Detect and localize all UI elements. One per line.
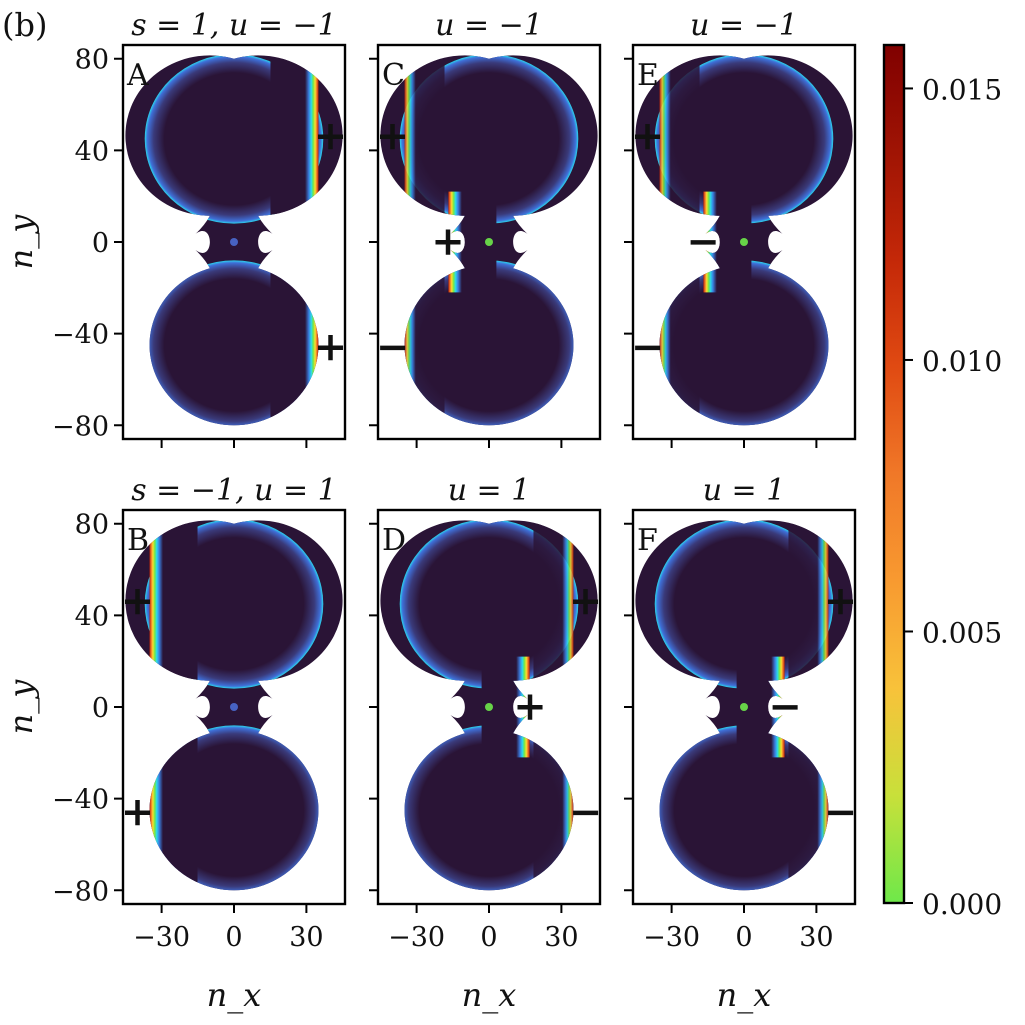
panel-letter: D (382, 523, 406, 558)
plus-marker: + (631, 113, 665, 160)
panel-letter: C (382, 58, 405, 93)
plus-marker: + (121, 788, 155, 835)
y-tick-label: 80 (75, 45, 109, 76)
panel-title: u = −1 (435, 8, 543, 43)
y-tick-label: 0 (92, 693, 109, 724)
y-tick-label: −80 (52, 876, 109, 907)
panel-title: u = 1 (703, 473, 786, 508)
figure-label: (b) (2, 6, 47, 44)
heatmap-shape (125, 520, 343, 891)
panel-title: u = −1 (690, 8, 798, 43)
y-tick-label: 0 (92, 228, 109, 259)
y-tick-label: −80 (52, 411, 109, 442)
panel-F: −30 0 30 Fu = 1 + − − n_x (624, 473, 857, 1014)
y-tick-label: 40 (75, 136, 109, 167)
x-tick-label: 30 (544, 922, 578, 953)
x-tick-label: 0 (225, 922, 242, 953)
center-dot (230, 238, 238, 246)
panel-letter: E (637, 58, 659, 93)
x-tick-label: 30 (799, 922, 833, 953)
plus-marker: + (121, 578, 155, 625)
y-axis-label: n_y (2, 214, 40, 270)
panel-D: −30 0 30 Du = 1 + + − n_x (369, 473, 602, 1014)
x-tick-label: 30 (289, 922, 323, 953)
plus-marker: + (431, 218, 465, 265)
x-axis-label: n_x (717, 976, 772, 1014)
panel-title: s = 1, u = −1 (131, 8, 337, 43)
heatmap-shape (635, 520, 853, 891)
hot-rim (788, 729, 829, 891)
colorbar-tick-label: 0.005 (922, 616, 1002, 649)
panel-title: s = −1, u = 1 (131, 473, 337, 508)
panel-letter: A (126, 58, 149, 93)
center-dot (740, 703, 748, 711)
y-axis-label: n_y (2, 679, 40, 735)
plus-marker: + (569, 578, 603, 625)
heatmap-shape (380, 55, 598, 426)
colorbar: 0.000 0.005 0.010 0.015 (882, 43, 1002, 921)
plus-marker: + (824, 578, 858, 625)
minus-marker: − (569, 788, 603, 835)
hot-rim (659, 264, 700, 426)
center-dot (230, 703, 238, 711)
center-dot (740, 238, 748, 246)
hot-rim (149, 523, 198, 685)
colorbar-frame (882, 43, 906, 905)
hot-rim (659, 58, 700, 220)
x-tick-label: −30 (388, 922, 445, 953)
heatmap-shape (635, 55, 853, 426)
y-tick-label: 40 (75, 601, 109, 632)
minus-marker: − (376, 323, 410, 370)
plus-marker: + (314, 323, 348, 370)
minus-marker: − (686, 218, 720, 265)
plus-marker: + (513, 683, 547, 730)
plus-marker: + (314, 113, 348, 160)
x-tick-label: 0 (735, 922, 752, 953)
panel-A: −80 −40 0 40 80 As = 1, u = −1 + + n_y (2, 8, 347, 448)
x-axis-label: n_x (462, 976, 517, 1014)
panel-title: u = 1 (448, 473, 531, 508)
hot-rim (533, 523, 574, 685)
center-dot (485, 703, 493, 711)
x-tick-label: −30 (133, 922, 190, 953)
hot-rim (404, 264, 445, 426)
center-dot (485, 238, 493, 246)
hot-rim (149, 729, 198, 891)
y-tick-label: −40 (52, 320, 109, 351)
colorbar-tick-label: 0.010 (922, 345, 1002, 378)
hot-rim (788, 523, 829, 685)
hot-rim (270, 58, 319, 220)
minus-marker: − (824, 788, 858, 835)
plus-marker: + (376, 113, 410, 160)
heatmap-shape (125, 55, 343, 426)
minus-marker: − (631, 323, 665, 370)
panel-E: Eu = −1 + − − (624, 8, 857, 448)
colorbar-tick-label: 0.000 (922, 888, 1002, 921)
x-tick-label: 0 (480, 922, 497, 953)
panel-letter: B (127, 523, 149, 558)
heatmap-shape (380, 520, 598, 891)
y-tick-label: 80 (75, 510, 109, 541)
hot-rim (404, 58, 445, 220)
hot-rim (533, 729, 574, 891)
y-tick-label: −40 (52, 785, 109, 816)
panel-C: Cu = −1 + + − (369, 8, 602, 448)
colorbar-gradient (884, 45, 904, 903)
panel-B: −80 −40 0 40 80 −30 0 30 Bs = −1, u = 1 + + n_x n_y (2, 473, 347, 1014)
x-axis-label: n_x (207, 976, 262, 1014)
panel-letter: F (637, 523, 658, 558)
hot-rim (270, 264, 319, 426)
minus-marker: − (768, 683, 802, 730)
x-tick-label: −30 (643, 922, 700, 953)
colorbar-tick-label: 0.015 (922, 73, 1002, 106)
